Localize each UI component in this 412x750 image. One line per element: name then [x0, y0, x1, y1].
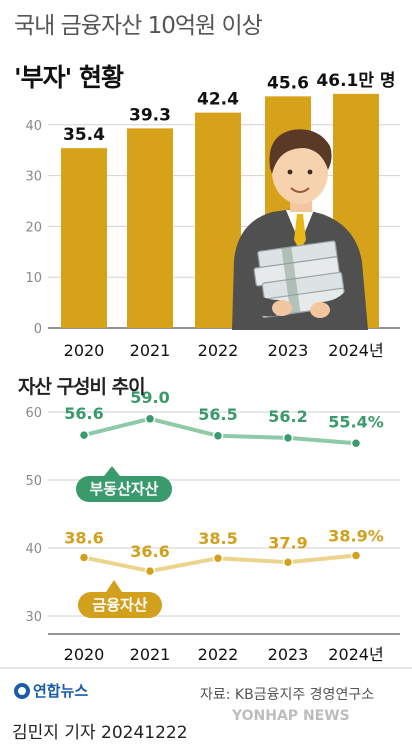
- bar: [127, 128, 173, 328]
- bar: [61, 148, 107, 328]
- bar-value-label: 42.4: [197, 90, 239, 110]
- yonhap-logo-icon: [14, 682, 30, 699]
- series-value-label: 38.9%: [328, 526, 384, 545]
- series-value-label: 55.4%: [328, 412, 384, 431]
- credit-text: 김민지 기자 20241222: [12, 723, 188, 743]
- businessman-holding-money-icon: [232, 129, 368, 330]
- series-point: [282, 557, 294, 568]
- source-text: 자료: KB금융지주 경영연구소: [200, 687, 375, 703]
- series-value-label: 59.0: [130, 388, 169, 407]
- series-point: [350, 438, 362, 449]
- series-point: [78, 552, 90, 563]
- logo-text: 연합뉴스: [33, 682, 89, 700]
- series-point: [350, 550, 362, 561]
- bar-category-label: 2022: [198, 341, 239, 360]
- bar-ytick-label: 20: [25, 220, 42, 235]
- bar-value-label: 39.3: [129, 105, 171, 125]
- series-point: [282, 432, 294, 444]
- bar-value-label: 46.1만 명: [316, 71, 395, 91]
- line-category-label: 2021: [130, 645, 171, 664]
- series-value-label: 56.6: [64, 404, 103, 423]
- series-tag-pointer: [106, 580, 122, 592]
- series-name-label: 부동산자산: [89, 480, 158, 498]
- line-category-label: 2020: [64, 645, 105, 664]
- bar-value-label: 45.6: [267, 73, 309, 93]
- line-ytick-label: 40: [25, 542, 42, 557]
- yonhap-logo: 연합뉴스: [14, 680, 88, 701]
- line-ytick-label: 60: [25, 406, 42, 421]
- line-ytick-label: 30: [25, 610, 42, 625]
- series-name-label: 금융자산: [92, 596, 147, 614]
- bar-category-label: 2023: [268, 341, 309, 360]
- bar-category-label: 2024년: [328, 341, 383, 360]
- title-line2: '부자' 현황: [14, 63, 124, 92]
- series-value-label: 56.5: [198, 405, 237, 424]
- bar-ytick-label: 0: [34, 322, 42, 337]
- series-value-label: 36.6: [130, 542, 169, 561]
- bar-ytick-label: 40: [25, 119, 42, 134]
- bar-ytick-label: 30: [25, 170, 42, 185]
- series-value-label: 38.6: [64, 529, 103, 548]
- series-point: [78, 429, 90, 441]
- series-point: [212, 552, 224, 564]
- line-ytick-label: 50: [25, 474, 42, 489]
- series-point: [212, 430, 224, 442]
- series-point: [144, 413, 156, 425]
- bar-value-label: 35.4: [63, 125, 105, 145]
- series-value-label: 56.2: [268, 407, 307, 426]
- line-category-label: 2023: [268, 645, 309, 664]
- series-name-tag: 금융자산: [78, 580, 162, 618]
- watermark: YONHAP NEWS: [232, 708, 350, 724]
- line-category-label: 2024년: [328, 645, 383, 664]
- title-line1: 국내 금융자산 10억원 이상: [14, 13, 263, 39]
- series-value-label: 37.9: [268, 533, 307, 552]
- bar-ytick-label: 10: [25, 271, 42, 286]
- series-value-label: 38.5: [198, 529, 237, 548]
- line-category-label: 2022: [198, 645, 239, 664]
- bar-category-label: 2020: [64, 341, 105, 360]
- series-tag-pointer: [104, 466, 120, 476]
- bar-category-label: 2021: [130, 341, 171, 360]
- series-tag-box: [76, 476, 172, 502]
- series-name-tag: 부동산자산: [76, 466, 172, 502]
- series-point: [144, 565, 156, 577]
- series-tag-box: [78, 592, 162, 618]
- line-chart-title: 자산 구성비 추이: [18, 376, 146, 398]
